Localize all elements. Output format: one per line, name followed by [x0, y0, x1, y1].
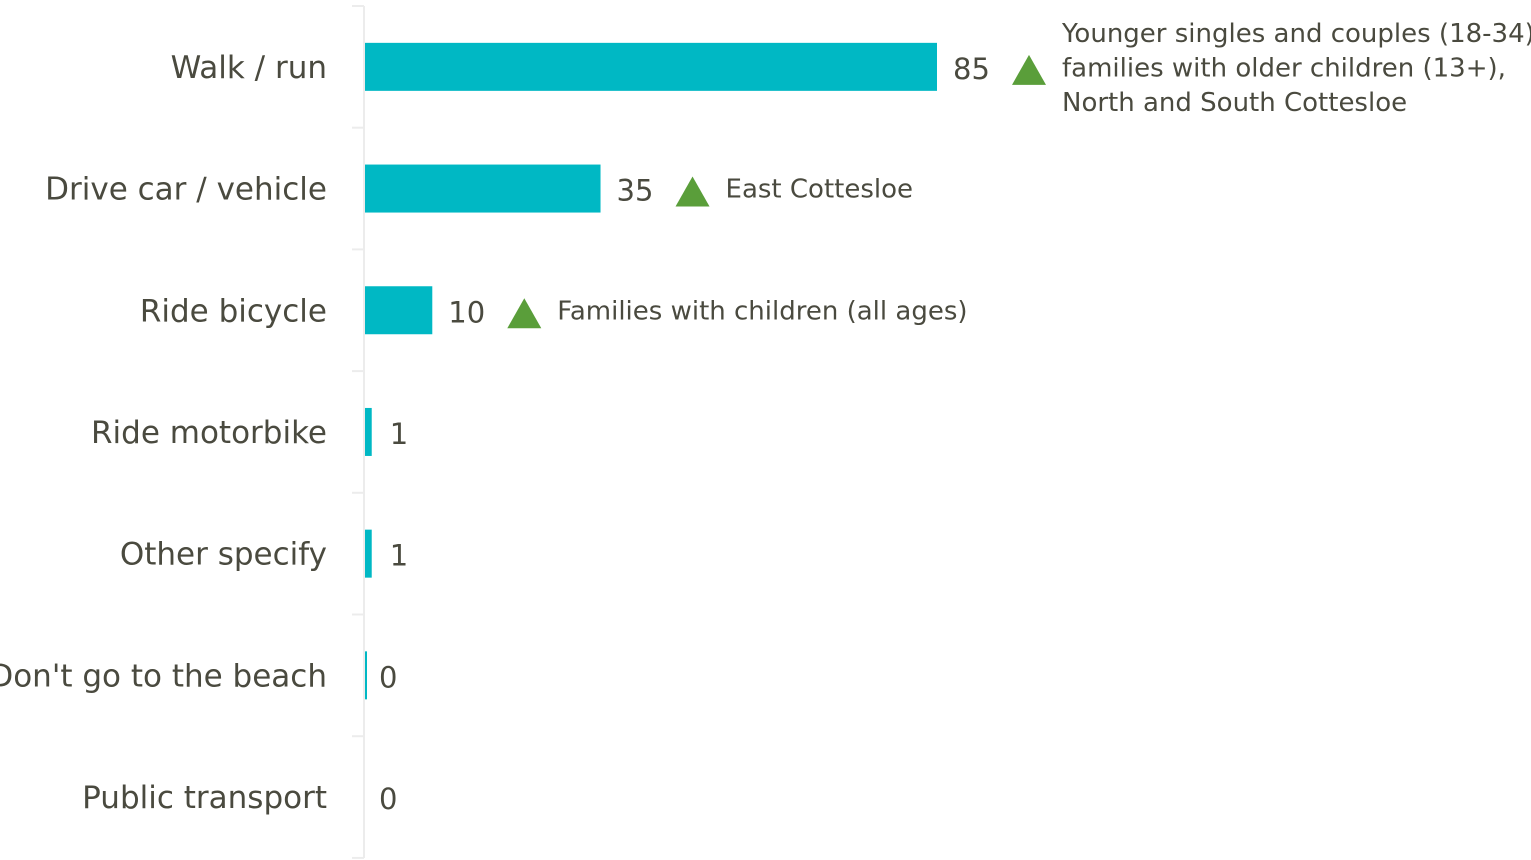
bar-ride-bicycle: [365, 286, 433, 335]
y-axis-ticks: [352, 5, 364, 859]
annotation-note-line: Younger singles and couples (18-34),: [1061, 19, 1531, 49]
value-label-walk-run: 85: [953, 52, 990, 86]
bar-other-specify: [365, 529, 372, 578]
bar-don-t-go-to-the-beach: [365, 651, 367, 700]
up-triangle-icon: [507, 298, 542, 329]
category-label-drive-car-vehicle: Drive car / vehicle: [45, 172, 327, 208]
annotation-note-line: North and South Cottesloe: [1062, 88, 1407, 118]
up-triangle-icon: [1012, 54, 1046, 85]
category-label-ride-motorbike: Ride motorbike: [91, 415, 327, 451]
bar-walk-run: [365, 42, 937, 91]
category-labels: Walk / run Drive car / vehicle Ride bicycl…: [0, 50, 327, 816]
value-label-drive-car-vehicle: 35: [617, 174, 654, 208]
up-triangle-icon: [675, 176, 710, 207]
annotation-note-line: families with older children (13+),: [1062, 53, 1506, 83]
category-label-walk-run: Walk / run: [171, 50, 327, 86]
bar-ride-motorbike: [365, 407, 372, 456]
bars-group: [365, 42, 937, 700]
category-label-ride-bicycle: Ride bicycle: [140, 293, 327, 329]
value-label-public-transport: 0: [379, 782, 397, 816]
annotations-group: Younger singles and couples (18-34), fami…: [507, 19, 1531, 329]
annotation-note-line: Families with children (all ages): [557, 296, 967, 326]
value-label-other-specify: 1: [390, 539, 408, 573]
annotation-note-line: East Cottesloe: [726, 175, 913, 205]
value-label-ride-motorbike: 1: [390, 417, 408, 451]
category-label-don-t-go-to-the-beach: Don't go to the beach: [0, 658, 327, 694]
bar-drive-car-vehicle: [365, 164, 601, 213]
value-label-ride-bicycle: 10: [448, 295, 485, 329]
category-label-public-transport: Public transport: [82, 780, 327, 816]
value-label-don-t-go-to-the-beach: 0: [379, 660, 397, 694]
category-label-other-specify: Other specify: [120, 537, 327, 573]
